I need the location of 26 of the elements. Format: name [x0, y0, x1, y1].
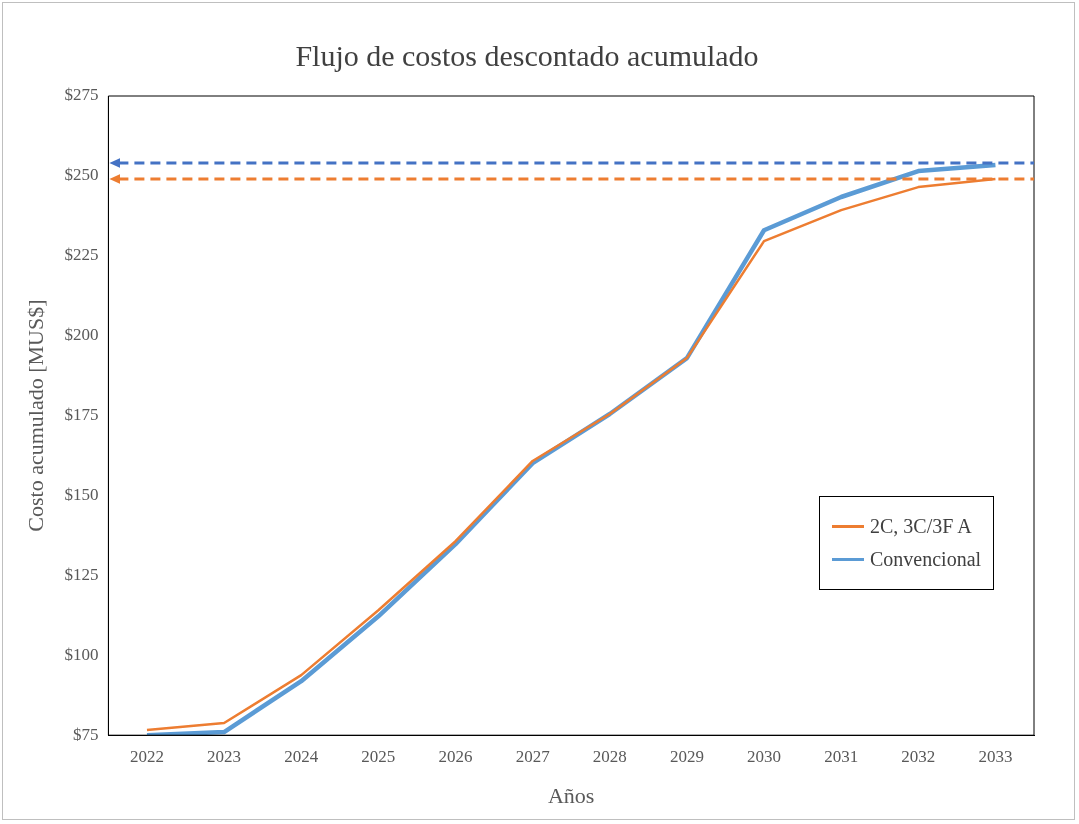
x-axis-title: Años [547, 782, 595, 808]
y-tick-label: $200 [64, 325, 99, 345]
y-tick-label: $75 [72, 724, 99, 744]
y-tick-label: $225 [64, 245, 99, 265]
legend-label: 2C, 3C/3F A [870, 514, 972, 538]
chart-title: Flujo de costos descontado acumulado [295, 38, 759, 72]
x-tick-label: 2027 [515, 746, 551, 766]
y-tick-label: $250 [64, 165, 99, 185]
x-tick-label: 2024 [284, 746, 319, 766]
y-tick-label: $175 [64, 405, 99, 425]
y-tick-label: $100 [64, 644, 99, 664]
x-tick-label: 2026 [438, 746, 473, 766]
x-tick-label: 2025 [361, 746, 396, 766]
x-tick-label: 2029 [669, 746, 704, 766]
x-tick-label: 2031 [824, 746, 859, 766]
x-tick-label: 2022 [129, 746, 164, 766]
x-tick-label: 2028 [592, 746, 627, 766]
y-tick-label: $275 [64, 85, 99, 105]
y-axis-title: Costo acumulado [MUS$] [22, 299, 48, 532]
y-tick-label: $150 [64, 484, 99, 504]
x-tick-label: 2032 [901, 746, 936, 766]
y-tick-label: $125 [64, 564, 99, 584]
x-tick-label: 2030 [747, 746, 782, 766]
x-tick-label: 2033 [978, 746, 1013, 766]
legend-label: Convencional [870, 547, 982, 571]
x-tick-label: 2023 [207, 746, 242, 766]
